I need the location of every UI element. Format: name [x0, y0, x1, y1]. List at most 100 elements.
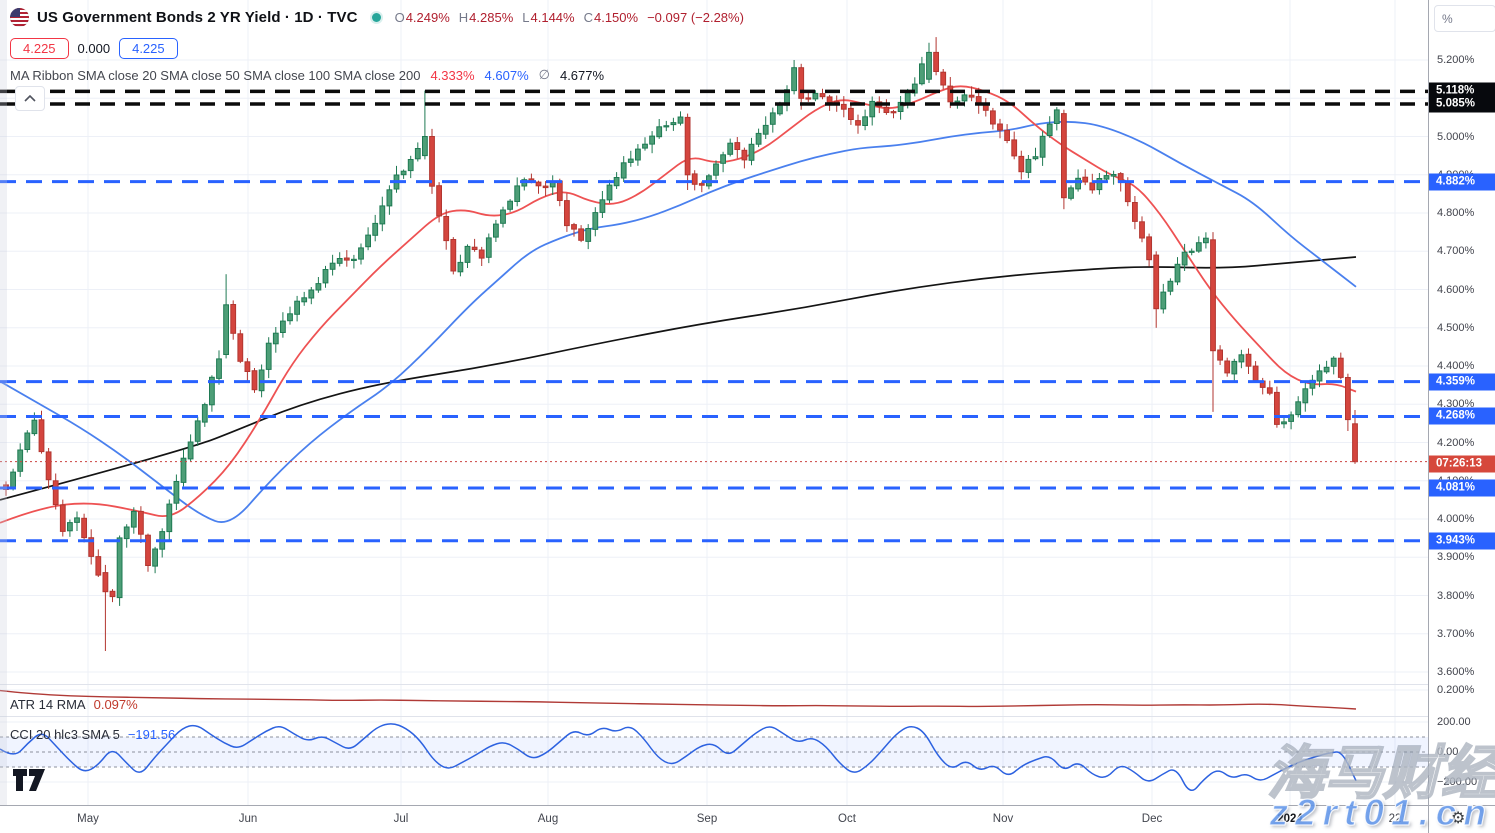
price-axis-tick: 4.700% [1437, 245, 1475, 258]
left-edge-strip [0, 0, 7, 805]
candle-body [173, 481, 180, 504]
cci-value: −191.56 [127, 727, 176, 742]
time-axis-label: Nov [992, 813, 1014, 825]
cci-label: CCI 20 hlc3 SMA 5 [10, 727, 120, 742]
cci-axis-tick: 200.00 [1437, 716, 1471, 728]
open-value: 4.249% [405, 10, 450, 25]
candle-body [436, 185, 443, 217]
candle-body [1323, 366, 1330, 373]
candle-body [684, 116, 691, 176]
candle-body [1224, 360, 1231, 374]
candle-body [59, 504, 66, 532]
candle-body [443, 216, 450, 242]
candle-body [1075, 177, 1081, 190]
candle-body [606, 184, 613, 201]
price-chart-canvas[interactable] [0, 0, 1428, 805]
candle-body [67, 522, 73, 532]
candle-body [315, 283, 322, 291]
candle-body [294, 300, 301, 315]
candle-body [1231, 360, 1238, 375]
candle-body [130, 510, 137, 528]
candle-body [990, 110, 996, 125]
candle-body [1238, 354, 1245, 363]
ma-ribbon-legend[interactable]: MA Ribbon SMA close 20 SMA close 50 SMA … [10, 67, 604, 83]
candle-body [954, 100, 961, 103]
candle-body [31, 419, 38, 435]
atr-legend[interactable]: ATR 14 RMA 0.097% [10, 697, 138, 712]
candle-body [649, 135, 656, 145]
sma100-hidden-value: ∅ [538, 67, 550, 82]
sma200-line [0, 256, 1357, 501]
candle-body [464, 245, 471, 263]
candle-body [1139, 221, 1145, 239]
time-axis-label: Oct [838, 813, 856, 825]
candle-body [251, 370, 258, 391]
time-axis[interactable]: May Jun Jul Aug Sep Oct Nov Dec 2024 22 [0, 805, 1428, 833]
candle-body [1337, 357, 1344, 378]
candle-body [755, 132, 762, 145]
candle-body [769, 112, 776, 125]
symbol-title[interactable]: US Government Bonds 2 YR Yield · 1D · TV… [37, 9, 358, 26]
tradingview-logo-icon[interactable] [13, 769, 45, 791]
candle-body [741, 149, 748, 161]
candle-body [280, 320, 286, 334]
candle-body [613, 177, 620, 187]
cci-legend[interactable]: CCI 20 hlc3 SMA 5 −191.56 [10, 727, 175, 742]
candle-body [855, 120, 861, 126]
candle-body [1061, 113, 1067, 199]
blue-level-price-label: 4.081% [1429, 479, 1495, 497]
candle-body [947, 85, 954, 103]
time-axis-label: 2024 [1277, 813, 1303, 825]
cci-line [0, 723, 1357, 792]
buy-price-button[interactable]: 4.225 [119, 38, 178, 59]
sma200-value: 4.677% [559, 67, 605, 83]
candle-body [798, 67, 805, 99]
candle-body [116, 537, 123, 599]
candle-body [919, 63, 925, 85]
time-axis-label: Jun [238, 813, 258, 825]
price-axis-tick: 3.700% [1437, 627, 1475, 640]
bar-countdown-label: 07:26:13 [1429, 455, 1495, 473]
ma-ribbon-label: MA Ribbon SMA close 20 SMA close 50 SMA … [10, 67, 421, 83]
candle-body [840, 103, 847, 110]
candle-body [1274, 391, 1280, 425]
us-flag-icon [10, 8, 29, 27]
atr-line [0, 689, 1357, 710]
candle-body [414, 148, 421, 160]
price-axis-tick: 3.800% [1437, 589, 1475, 602]
candle-body [180, 457, 187, 483]
candle-body [1025, 158, 1032, 173]
percent-scale-button[interactable]: % [1434, 5, 1495, 32]
candle-body [663, 125, 670, 128]
candle-body [1132, 202, 1138, 222]
candle-body [1096, 178, 1103, 191]
black-level-price-label: 5.085% [1429, 95, 1495, 113]
price-axis[interactable]: % 5.200%5.100%5.000%4.900%4.800%4.700%4.… [1428, 0, 1495, 805]
cci-axis-tick: 0.00 [1437, 746, 1459, 758]
candle-body [599, 199, 606, 213]
candle-body [933, 51, 940, 73]
candle-body [1181, 251, 1188, 266]
candle-body [592, 212, 599, 230]
candle-body [635, 148, 641, 161]
candle-body [287, 313, 293, 322]
candle-body [457, 261, 464, 273]
atr-value: 0.097% [93, 697, 138, 712]
sell-price-button[interactable]: 4.225 [10, 38, 69, 59]
axis-settings-gear-icon[interactable]: ⚙ [1451, 810, 1466, 827]
candle-body [1018, 155, 1025, 173]
price-axis-tick: 4.500% [1437, 321, 1475, 334]
candle-body [1203, 237, 1209, 244]
collapse-legend-button[interactable] [15, 86, 45, 111]
candle-body [429, 136, 435, 187]
candle-body [209, 376, 215, 406]
market-status-dot-icon[interactable] [371, 13, 381, 22]
candle-body [45, 451, 52, 481]
candle-body [656, 126, 663, 138]
candle-body [1046, 123, 1053, 136]
candle-body [535, 181, 542, 187]
candle-body [1004, 129, 1011, 142]
candle-body [862, 116, 869, 127]
candle-body [819, 93, 826, 98]
candle-body [74, 517, 80, 523]
